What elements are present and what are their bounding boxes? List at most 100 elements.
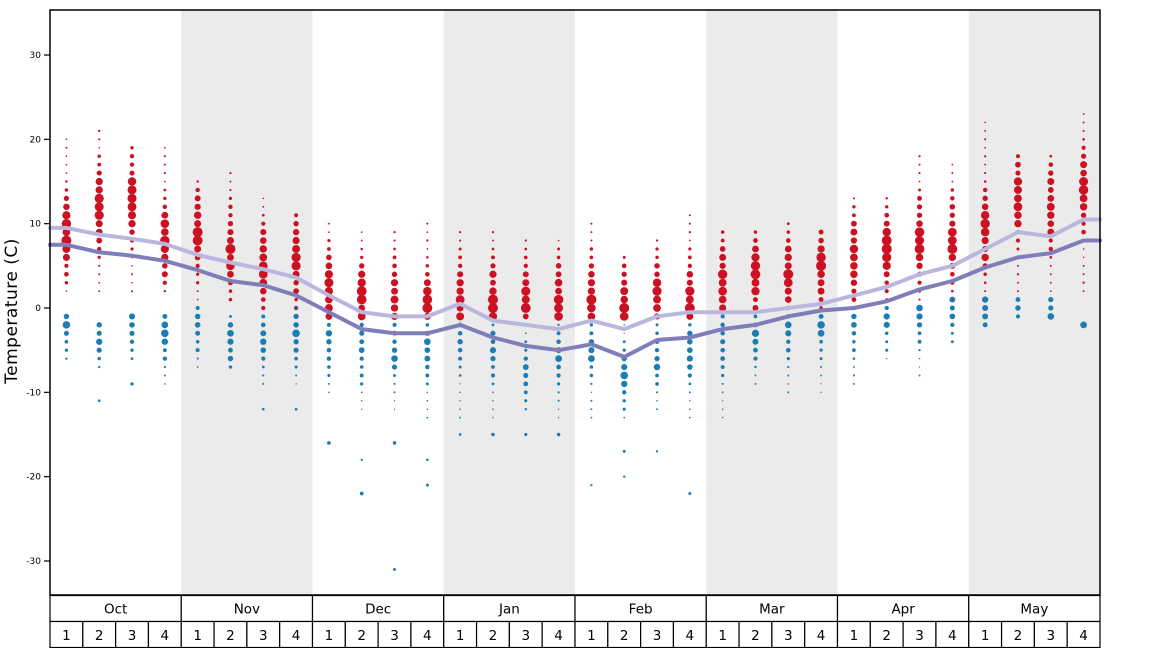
max-temp-dot: [490, 263, 496, 269]
max-temp-dot: [129, 229, 135, 235]
y-axis-tick-label: 10: [30, 220, 42, 230]
min-temp-dot: [687, 338, 693, 345]
max-temp-dot: [818, 297, 824, 302]
max-temp-dot: [685, 295, 694, 304]
max-temp-dot: [1078, 185, 1089, 195]
max-temp-dot: [1048, 162, 1054, 167]
max-temp-dot: [1046, 202, 1055, 211]
max-temp-dot: [557, 239, 560, 242]
max-temp-dot: [1049, 154, 1053, 158]
max-temp-dot: [63, 195, 70, 201]
min-temp-dot: [457, 331, 463, 336]
max-temp-dot: [292, 228, 300, 236]
max-temp-dot: [588, 270, 595, 278]
min-temp-outlier-dot: [688, 492, 692, 496]
max-temp-dot: [1013, 185, 1022, 194]
max-temp-dot: [194, 220, 202, 228]
min-temp-outlier-dot: [130, 382, 134, 386]
max-temp-dot: [918, 298, 921, 301]
min-temp-outlier-dot: [623, 475, 626, 478]
max-temp-dot: [456, 312, 465, 321]
max-temp-dot: [752, 305, 759, 311]
week-number-label: 4: [554, 628, 563, 644]
max-temp-dot: [356, 286, 367, 297]
min-temp-dot: [228, 347, 233, 353]
max-temp-dot: [1014, 194, 1022, 203]
max-temp-dot: [492, 239, 494, 242]
min-temp-dot: [64, 348, 69, 352]
max-temp-dot: [164, 180, 166, 183]
min-temp-dot: [787, 365, 790, 369]
min-temp-dot: [884, 331, 889, 336]
max-temp-dot: [227, 229, 234, 236]
max-temp-dot: [1081, 229, 1086, 235]
max-temp-dot: [194, 245, 202, 253]
min-temp-dot: [654, 355, 660, 362]
month-label-apr: Apr: [891, 602, 915, 618]
max-temp-dot: [688, 230, 691, 234]
max-temp-dot: [1082, 281, 1085, 284]
max-temp-dot: [915, 253, 924, 262]
min-temp-dot: [622, 399, 626, 403]
week-cell: [836, 620, 871, 648]
min-temp-dot: [687, 347, 693, 354]
max-temp-dot: [291, 261, 301, 271]
min-temp-dot: [227, 355, 234, 362]
max-temp-dot: [587, 287, 596, 295]
min-temp-dot: [589, 323, 594, 327]
max-temp-dot: [717, 269, 728, 279]
max-temp-dot: [64, 271, 69, 277]
min-temp-dot: [784, 321, 792, 329]
max-temp-dot: [1080, 212, 1087, 218]
min-temp-dot: [294, 356, 298, 361]
max-temp-dot: [161, 271, 168, 278]
max-temp-dot: [97, 162, 102, 167]
max-temp-dot: [1049, 264, 1052, 267]
max-temp-dot: [292, 236, 300, 245]
max-temp-dot: [1016, 247, 1020, 251]
max-temp-dot: [426, 248, 429, 250]
min-temp-dot: [820, 374, 822, 377]
max-temp-dot: [951, 289, 954, 293]
min-temp-dot: [490, 355, 496, 362]
max-temp-dot: [1082, 273, 1085, 276]
max-temp-dot: [392, 255, 397, 260]
min-temp-dot: [687, 364, 693, 370]
max-temp-dot: [983, 272, 987, 277]
max-temp-dot: [1015, 238, 1021, 243]
max-temp-dot: [130, 146, 134, 150]
min-temp-dot: [655, 331, 659, 336]
max-temp-dot: [753, 238, 758, 243]
max-temp-dot: [489, 270, 497, 278]
min-temp-dot: [194, 313, 201, 320]
max-temp-dot: [98, 138, 101, 141]
max-temp-dot: [425, 271, 430, 277]
max-temp-dot: [163, 289, 167, 293]
max-temp-dot: [64, 188, 69, 192]
max-temp-dot: [163, 188, 167, 192]
max-temp-dot: [918, 188, 921, 192]
max-temp-dot: [259, 253, 268, 262]
week-number-label: 1: [981, 628, 990, 644]
min-temp-dot: [556, 373, 561, 378]
max-temp-dot: [162, 263, 168, 269]
max-temp-dot: [391, 287, 398, 295]
min-temp-dot: [720, 314, 725, 319]
min-temp-dot: [392, 339, 397, 344]
min-temp-dot: [590, 391, 593, 394]
max-temp-dot: [916, 212, 923, 218]
max-temp-dot: [652, 286, 662, 296]
min-temp-dot: [195, 339, 200, 344]
max-temp-dot: [160, 219, 170, 228]
max-temp-dot: [587, 303, 596, 313]
max-temp-dot: [128, 211, 137, 220]
max-temp-dot: [357, 312, 366, 321]
max-temp-dot: [192, 227, 203, 238]
max-temp-dot: [590, 231, 593, 234]
min-temp-outlier-dot: [524, 432, 528, 437]
max-temp-dot: [1081, 221, 1086, 226]
max-temp-dot: [881, 243, 892, 254]
min-temp-dot: [359, 356, 364, 361]
week-number-label: 4: [817, 628, 826, 644]
